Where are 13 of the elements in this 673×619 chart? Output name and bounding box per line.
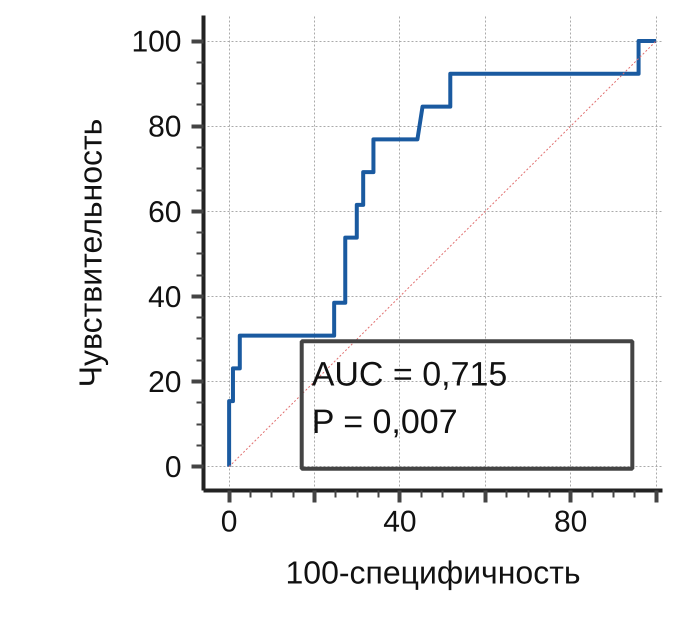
x-tick-label: 40 <box>383 506 417 538</box>
x-tick-label: 80 <box>554 506 588 538</box>
y-tick-label: 20 <box>148 366 182 400</box>
x-axis-title: 100-специфичность <box>285 554 581 590</box>
x-tick-label: 0 <box>220 506 238 538</box>
y-tick-label: 40 <box>148 280 182 314</box>
y-axis-title: Чувствительность <box>72 118 108 388</box>
y-tick-label: 60 <box>148 196 182 229</box>
annotation: AUC = 0,715 <box>312 355 508 394</box>
y-tick-label: 100 <box>131 26 182 59</box>
y-tick-label: 80 <box>148 110 182 144</box>
annotation: P = 0,007 <box>312 402 458 441</box>
y-tick-label: 0 <box>164 451 182 484</box>
